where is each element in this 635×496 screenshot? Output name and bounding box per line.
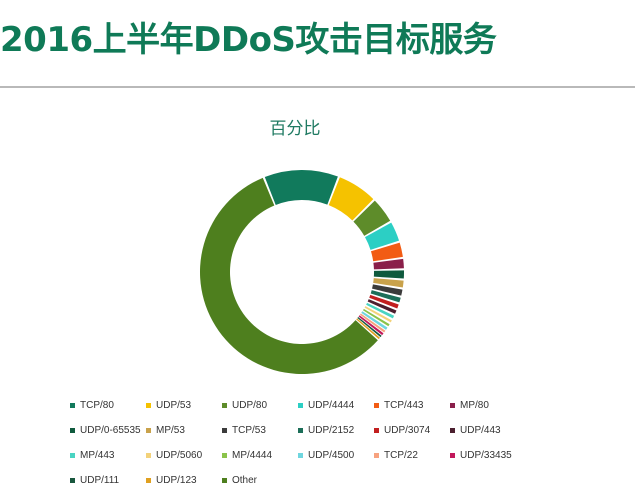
legend-swatch [450, 403, 455, 408]
legend-label: MP/80 [460, 400, 489, 411]
slice-tcp-80 [264, 170, 338, 205]
legend-label: MP/443 [80, 450, 115, 461]
legend-swatch [146, 478, 151, 483]
legend-label: TCP/53 [232, 425, 266, 436]
legend-item-udp-33435: UDP/33435 [450, 450, 512, 461]
legend-item-tcp-443: TCP/443 [374, 400, 423, 411]
legend-swatch [222, 453, 227, 458]
legend-label: TCP/443 [384, 400, 424, 411]
legend-label: UDP/111 [80, 475, 120, 486]
legend-item-udp-123: UDP/123 [146, 475, 197, 486]
legend-label: UDP/443 [460, 425, 501, 436]
title-divider [0, 86, 635, 88]
legend-item-tcp-22: TCP/22 [374, 450, 418, 461]
slice-udp-2152 [370, 290, 401, 303]
slice-udp-80 [353, 200, 391, 236]
legend-item-udp-53: UDP/53 [146, 400, 191, 411]
chart-title: 百分比 [269, 119, 321, 139]
legend-swatch [146, 403, 151, 408]
legend-item-other: Other [222, 475, 257, 486]
legend-item-udp-443: UDP/443 [450, 425, 501, 436]
legend-item-mp-443: MP/443 [70, 450, 114, 461]
slice-mp-53 [373, 278, 404, 288]
legend-item-udp-0-65535: UDP/0-65535 [70, 425, 141, 436]
legend-item-udp-3074: UDP/3074 [374, 425, 430, 436]
legend-item-udp-80: UDP/80 [222, 400, 267, 411]
legend-swatch [146, 428, 151, 433]
legend-item-udp-4500: UDP/4500 [298, 450, 354, 461]
legend-label: MP/53 [156, 425, 185, 436]
slice-udp-4444 [364, 222, 400, 250]
legend-swatch [222, 478, 227, 483]
legend-label: UDP/0-65535 [80, 425, 141, 436]
legend-item-mp-80: MP/80 [450, 400, 489, 411]
legend-label: UDP/4444 [308, 400, 355, 411]
slice-mp-443 [366, 302, 395, 319]
slice-udp-4500 [361, 311, 388, 330]
legend-swatch [70, 403, 75, 408]
slice-mp-4444 [362, 308, 390, 327]
slide-title: 2016上半年DDoS攻击目标服务 [0, 20, 497, 60]
legend-label: UDP/4500 [308, 450, 355, 461]
legend-swatch [450, 428, 455, 433]
slice-other [199, 177, 378, 375]
legend-label: UDP/53 [156, 400, 192, 411]
slice-tcp-22 [359, 313, 386, 333]
legend-item-tcp-53: TCP/53 [222, 425, 266, 436]
legend-label: MP/4444 [232, 450, 273, 461]
slice-udp-3074 [369, 294, 399, 309]
legend-label: TCP/80 [80, 400, 114, 411]
legend-label: UDP/2152 [308, 425, 355, 436]
legend-label: UDP/80 [232, 400, 268, 411]
legend-swatch [222, 403, 227, 408]
legend-swatch [298, 453, 303, 458]
legend-swatch [222, 428, 227, 433]
slice-udp-0-65535 [373, 270, 404, 279]
legend-label: TCP/22 [384, 450, 418, 461]
legend-item-mp-4444: MP/4444 [222, 450, 272, 461]
legend-item-udp-4444: UDP/4444 [298, 400, 354, 411]
legend-item-udp-111: UDP/111 [70, 475, 119, 486]
legend-swatch [70, 428, 75, 433]
legend-label: UDP/5060 [156, 450, 203, 461]
legend-item-tcp-80: TCP/80 [70, 400, 114, 411]
legend-swatch [298, 403, 303, 408]
slice-udp-123 [356, 318, 380, 340]
legend-swatch [70, 453, 75, 458]
legend-label: UDP/33435 [460, 450, 512, 461]
legend-item-mp-53: MP/53 [146, 425, 185, 436]
legend-label: Other [232, 475, 258, 486]
legend-item-udp-2152: UDP/2152 [298, 425, 354, 436]
legend-swatch [146, 453, 151, 458]
slice-mp-80 [373, 258, 404, 270]
legend-swatch [374, 403, 379, 408]
slice-udp-111 [357, 317, 382, 338]
slice-udp-33435 [358, 315, 384, 336]
legend-item-udp-5060: UDP/5060 [146, 450, 202, 461]
slice-udp-443 [367, 299, 397, 314]
slice-udp-53 [328, 177, 374, 221]
legend-swatch [374, 428, 379, 433]
legend-swatch [70, 478, 75, 483]
slice-tcp-443 [370, 242, 403, 262]
legend-swatch [374, 453, 379, 458]
slice-udp-5060 [364, 306, 392, 323]
slice-tcp-53 [372, 284, 403, 296]
legend-swatch [298, 428, 303, 433]
legend-label: UDP/3074 [384, 425, 431, 436]
legend-swatch [450, 453, 455, 458]
legend-label: UDP/123 [156, 475, 197, 486]
